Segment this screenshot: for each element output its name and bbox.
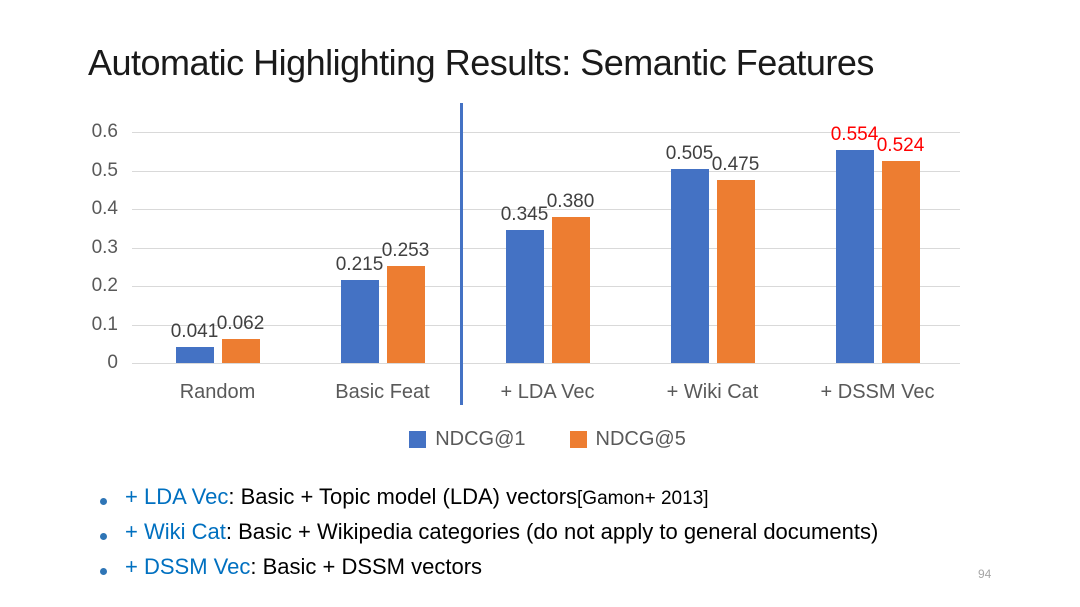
bar-value-label: 0.345 — [500, 204, 549, 226]
bar-NDCG@5-Basic Feat — [386, 265, 425, 363]
y-axis-tick-label: 0.1 — [91, 313, 118, 335]
bar-NDCG@5-+ Wiki Cat — [716, 180, 755, 363]
bullet-description: : Basic + Topic model (LDA) vectors — [228, 484, 578, 509]
bullet-citation: [Gamon+ 2013] — [577, 488, 709, 509]
gridline — [132, 170, 960, 172]
group-separator-line — [460, 103, 463, 405]
x-axis-category-label: + LDA Vec — [500, 381, 595, 403]
bullet-term: + LDA Vec — [125, 484, 229, 509]
x-axis-category-label: Random — [179, 381, 256, 403]
bullet-term: + DSSM Vec — [125, 554, 251, 579]
bullet-icon — [100, 533, 107, 540]
bar-value-label: 0.554 — [830, 123, 879, 145]
y-axis-tick-label: 0 — [107, 352, 118, 373]
bar-value-label: 0.505 — [665, 142, 714, 164]
y-axis-tick-label: 0.2 — [91, 275, 118, 296]
bar-NDCG@1-Basic Feat — [340, 280, 379, 363]
list-item: + Wiki Cat: Basic + Wikipedia categories… — [100, 519, 878, 554]
y-axis-tick-label: 0.6 — [91, 121, 118, 142]
y-axis-tick-label: 0.3 — [91, 236, 118, 258]
bullet-icon — [100, 498, 107, 505]
gridline — [132, 132, 960, 133]
legend-item-NDCG@1: NDCG@1 — [409, 428, 526, 451]
x-axis-category-label: + DSSM Vec — [820, 381, 935, 403]
legend-swatch-icon — [569, 431, 587, 448]
bar-value-label: 0.475 — [711, 154, 760, 176]
bar-value-label: 0.524 — [876, 135, 925, 157]
list-item: + DSSM Vec: Basic + DSSM vectors — [100, 554, 878, 589]
bar-value-label: 0.380 — [546, 190, 595, 212]
y-axis-tick-label: 0.5 — [91, 159, 118, 181]
bar-value-label: 0.215 — [335, 254, 384, 276]
slide-title: Automatic Highlighting Results: Semantic… — [88, 42, 874, 83]
gridline — [132, 247, 960, 249]
bar-value-label: 0.062 — [216, 313, 265, 335]
notes-list: + LDA Vec: Basic + Topic model (LDA) vec… — [100, 484, 878, 589]
bar-NDCG@1-+ Wiki Cat — [670, 168, 709, 363]
gridline — [132, 363, 960, 364]
legend-swatch-icon — [409, 431, 427, 448]
page-number: 94 — [978, 567, 992, 581]
y-axis-tick-label: 0.4 — [91, 198, 118, 219]
bar-value-label: 0.253 — [381, 239, 430, 261]
bar-value-label: 0.041 — [170, 321, 219, 343]
bar-NDCG@5-+ DSSM Vec — [881, 161, 920, 363]
legend-item-NDCG@5: NDCG@5 — [569, 428, 686, 451]
gridline — [132, 324, 960, 326]
bar-NDCG@5-+ LDA Vec — [551, 216, 590, 363]
list-item: + LDA Vec: Basic + Topic model (LDA) vec… — [100, 484, 878, 519]
gridline — [132, 209, 960, 210]
bar-NDCG@5-Random — [221, 339, 260, 363]
bullet-description: : Basic + DSSM vectors — [250, 554, 483, 579]
bullet-description: : Basic + Wikipedia categories (do not a… — [225, 519, 879, 544]
bar-NDCG@1-Random — [175, 347, 214, 363]
x-axis-category-label: Basic Feat — [335, 381, 430, 403]
chart-legend: NDCG@1 NDCG@5 — [135, 428, 960, 451]
bullet-icon — [100, 568, 107, 575]
bar-NDCG@1-+ DSSM Vec — [835, 149, 874, 363]
bar-NDCG@1-+ LDA Vec — [505, 230, 544, 363]
gridline — [132, 286, 960, 287]
bullet-term: + Wiki Cat — [125, 519, 226, 544]
legend-label: NDCG@5 — [595, 428, 686, 450]
legend-label: NDCG@1 — [435, 428, 526, 450]
x-axis-category-label: + Wiki Cat — [666, 381, 759, 403]
